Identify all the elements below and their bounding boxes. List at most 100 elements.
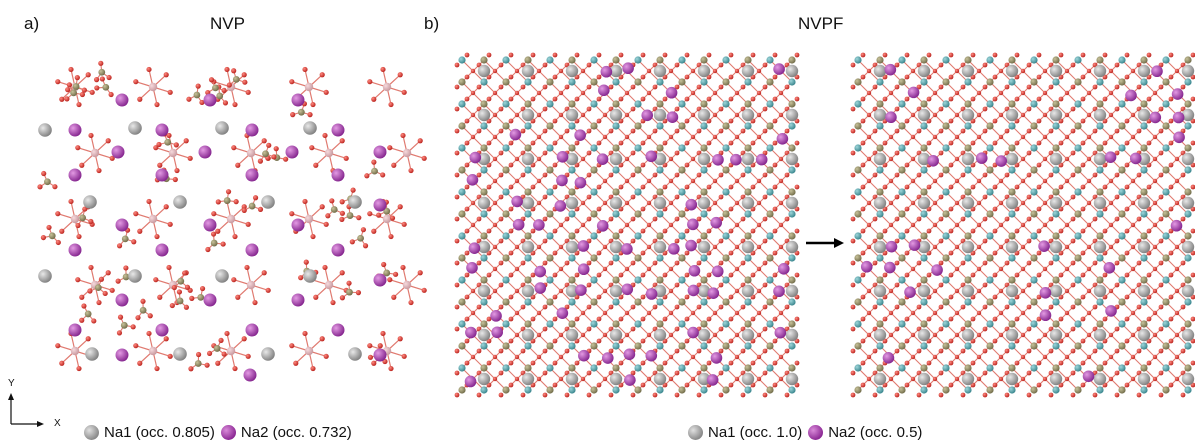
oxygen-atom <box>850 84 856 90</box>
oxygen-atom <box>734 354 740 360</box>
oxygen-atom <box>580 156 586 162</box>
oxygen-atom <box>756 332 762 338</box>
na2-atom <box>115 93 129 107</box>
oxygen-atom <box>536 376 542 382</box>
phosphorus-atom <box>120 321 128 329</box>
na1-atom <box>785 284 799 298</box>
phosphorus-atom <box>524 188 532 196</box>
oxygen-atom <box>1152 288 1158 294</box>
oxygen-atom <box>371 159 377 165</box>
phosphorus-atom <box>876 320 884 328</box>
oxygen-atom <box>454 348 460 354</box>
oxygen-atom <box>728 294 734 300</box>
na1-atom <box>128 121 142 135</box>
oxygen-atom <box>542 128 548 134</box>
oxygen-atom <box>514 178 520 184</box>
phosphorus-atom <box>722 166 730 174</box>
oxygen-atom <box>998 354 1004 360</box>
na2-atom <box>623 348 636 361</box>
oxygen-atom <box>778 112 784 118</box>
oxygen-atom <box>153 277 159 283</box>
oxygen-atom <box>1190 52 1195 58</box>
oxygen-atom <box>580 68 586 74</box>
vanadium-atom <box>1052 78 1060 86</box>
na2-atom <box>600 65 613 78</box>
oxygen-atom <box>133 79 139 85</box>
oxygen-atom <box>464 118 470 124</box>
vanadium-atom <box>1184 342 1192 350</box>
vanadium-atom <box>942 144 950 152</box>
oxygen-atom <box>662 52 668 58</box>
oxygen-atom <box>778 222 784 228</box>
phosphorus-atom <box>1030 254 1038 262</box>
oxygen-atom <box>514 68 520 74</box>
na1-atom <box>521 328 535 342</box>
oxygen-atom <box>75 222 81 229</box>
oxygen-atom <box>580 200 586 206</box>
oxygen-atom <box>772 250 778 256</box>
oxygen-atom <box>1136 304 1142 310</box>
oxygen-atom <box>514 288 520 294</box>
oxygen-atom <box>596 52 602 58</box>
phosphorus-atom <box>1052 232 1060 240</box>
na2-atom <box>245 123 259 137</box>
phosphorus-atom <box>1118 78 1126 86</box>
oxygen-atom <box>630 106 636 112</box>
phosphorus-atom <box>524 56 532 64</box>
na2-atom <box>68 243 82 257</box>
oxygen-atom <box>718 348 724 354</box>
oxygen-atom <box>668 68 674 74</box>
oxygen-atom <box>998 112 1004 118</box>
vanadium-atom <box>942 56 950 64</box>
phosphorus-atom <box>1008 320 1016 328</box>
phosphorus-atom <box>1162 298 1170 306</box>
phosphorus-atom <box>383 269 391 277</box>
oxygen-atom <box>674 194 680 200</box>
oxygen-atom <box>498 370 504 376</box>
vanadium-atom <box>964 254 972 262</box>
oxygen-atom <box>1114 194 1120 200</box>
oxygen-atom <box>339 216 345 222</box>
oxygen-atom <box>948 228 954 234</box>
oxygen-atom <box>750 52 756 58</box>
oxygen-atom <box>772 206 778 212</box>
oxygen-atom <box>674 304 680 310</box>
na1-atom <box>1005 372 1019 386</box>
oxygen-atom <box>1026 282 1032 288</box>
phosphorus-atom <box>177 277 185 285</box>
oxygen-atom <box>1146 316 1152 322</box>
oxygen-atom <box>476 128 482 134</box>
oxygen-atom <box>558 90 564 96</box>
phosphorus-atom <box>502 342 510 350</box>
phosphorus-atom <box>164 138 172 146</box>
oxygen-atom <box>182 270 188 276</box>
na2-atom <box>927 154 939 167</box>
oxygen-atom <box>932 200 938 206</box>
na1-atom <box>1093 196 1107 210</box>
oxygen-atom <box>762 128 768 134</box>
oxygen-atom <box>1070 172 1076 178</box>
oxygen-atom <box>712 134 718 140</box>
oxygen-atom <box>998 200 1004 206</box>
oxygen-atom <box>948 96 954 102</box>
oxygen-atom <box>1158 392 1164 398</box>
phosphorus-atom <box>458 342 466 350</box>
oxygen-atom <box>552 272 558 278</box>
oxygen-atom <box>59 228 65 234</box>
phosphorus-atom <box>1030 122 1038 130</box>
vanadium-atom <box>788 342 796 350</box>
oxygen-atom <box>1048 392 1054 398</box>
phosphorus-atom <box>678 122 686 130</box>
vanadium-atom <box>546 144 554 152</box>
oxygen-atom <box>55 343 61 349</box>
phosphorus-atom <box>1052 188 1060 196</box>
oxygen-atom <box>734 332 740 338</box>
oxygen-atom <box>888 90 894 96</box>
oxygen-atom <box>1158 150 1164 156</box>
oxygen-atom <box>470 222 476 228</box>
oxygen-atom <box>1114 172 1120 178</box>
vanadium-atom <box>1074 188 1082 196</box>
na1-atom <box>1005 196 1019 210</box>
oxygen-atom <box>772 162 778 168</box>
